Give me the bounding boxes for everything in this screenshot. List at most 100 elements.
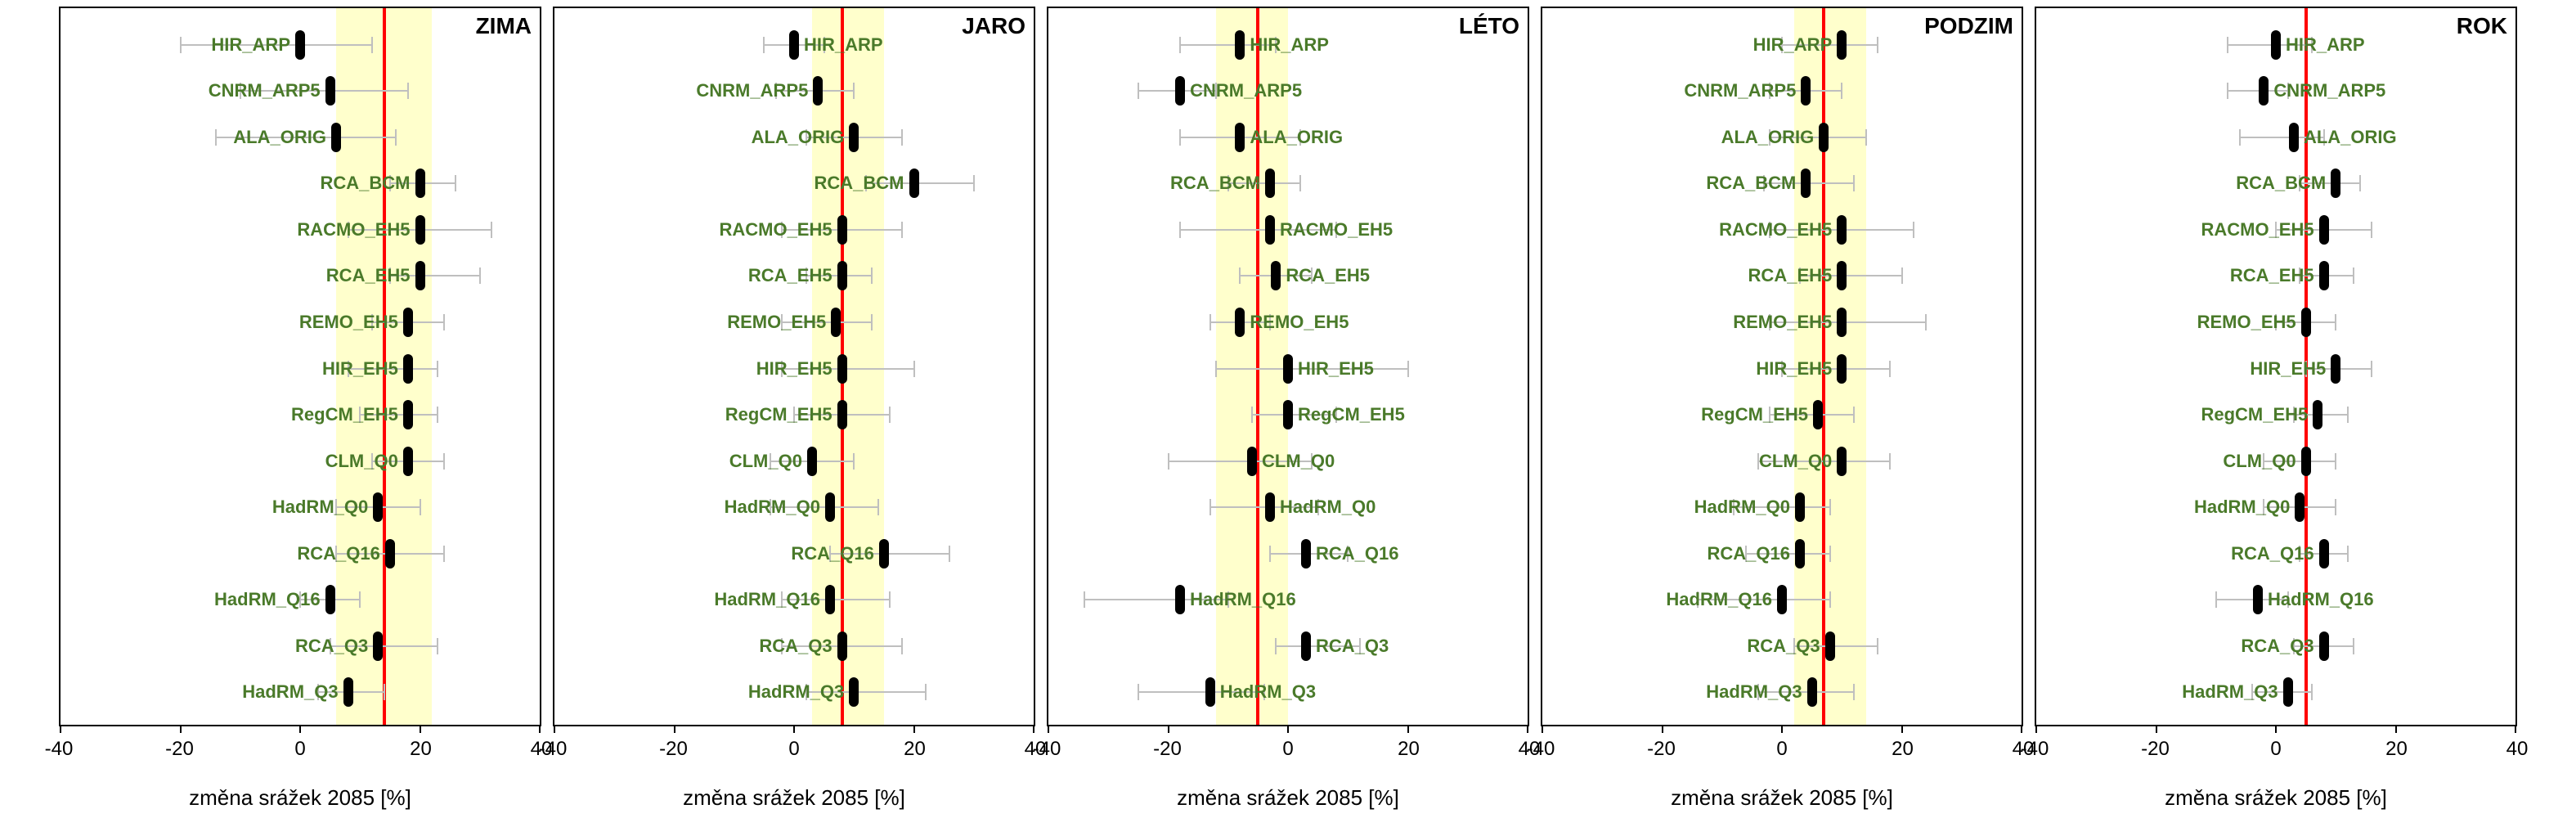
series-row: HIR_EH5 (1048, 368, 1528, 369)
series-label: HadRM_Q16 (1666, 589, 1782, 610)
error-cap (2371, 222, 2372, 238)
series-label: HadRM_Q3 (2182, 681, 2287, 703)
error-cap (2227, 37, 2228, 53)
series-row: HadRM_Q3 (1048, 692, 1528, 693)
series-row: RCA_BCM (61, 183, 540, 184)
x-axis-label: změna srážek 2085 [%] (1047, 785, 1529, 811)
x-axis-label: změna srážek 2085 [%] (59, 785, 541, 811)
series-label: RCA_BCM (321, 173, 420, 194)
error-cap (1179, 222, 1181, 238)
panel-title: LÉTO (1459, 13, 1519, 39)
error-cap (1841, 83, 1842, 99)
series-label: HIR_ARP (1240, 34, 1329, 56)
series-label: RCA_Q3 (1747, 636, 1829, 657)
series-row: RACMO_EH5 (554, 229, 1034, 230)
panel: JAROHIR_ARPCNRM_ARP5ALA_ORIGRCA_BCMRACMO… (553, 7, 1035, 726)
error-cap (1084, 591, 1085, 608)
series-row: RACMO_EH5 (1542, 229, 2022, 230)
panel-title: JARO (962, 13, 1025, 39)
series-row: HadRM_Q3 (61, 692, 540, 693)
error-cap (491, 222, 492, 238)
series-row: RACMO_EH5 (61, 229, 540, 230)
series-label: RCA_EH5 (1276, 265, 1370, 286)
series-label: CLM_Q0 (2223, 451, 2305, 472)
x-tick-labels: -40-2002040 (1541, 726, 2023, 749)
series-row: RegCM_EH5 (1048, 415, 1528, 416)
error-cap (1299, 175, 1301, 191)
error-cap (1209, 499, 1211, 515)
x-tick-label: 20 (410, 738, 432, 761)
panel-column: PODZIMHIR_ARPCNRM_ARP5ALA_ORIGRCA_BCMRAC… (1541, 7, 2023, 811)
series-row: RACMO_EH5 (1048, 229, 1528, 230)
error-cap (443, 453, 445, 470)
error-cap (901, 222, 903, 238)
series-row: HIR_EH5 (1542, 368, 2022, 369)
error-cap (1215, 361, 1217, 377)
x-tick-label: -20 (1153, 738, 1182, 761)
error-cap (871, 267, 873, 284)
series-label: RACMO_EH5 (1270, 219, 1393, 240)
error-cap (1179, 37, 1181, 53)
series-label: CNRM_ARP5 (1684, 80, 1806, 101)
error-cap (2335, 314, 2336, 330)
series-row: REMO_EH5 (554, 321, 1034, 322)
series-row: HIR_ARP (2036, 44, 2515, 45)
x-tick-label: -20 (1647, 738, 1676, 761)
error-cap (1269, 546, 1271, 562)
error-cap (901, 638, 903, 654)
x-tick-label: 0 (1282, 738, 1293, 761)
panel-row: ZIMA HIR_ARP CNRM_ARP5 ALA_ORIG RCA_BCM RACMO… (52, 0, 2524, 811)
series-label: CNRM_ARP5 (1180, 80, 1302, 101)
error-cap (889, 591, 891, 608)
error-cap (973, 175, 975, 191)
series-label: REMO_EH5 (1240, 312, 1349, 333)
error-cap (1901, 267, 1903, 284)
series-row: HIR_EH5 (61, 368, 540, 369)
error-cap (371, 37, 373, 53)
error-cap (1865, 129, 1867, 146)
series-label: HIR_ARP (1753, 34, 1842, 56)
series-label: HadRM_Q3 (748, 681, 854, 703)
panel: ROKHIR_ARPCNRM_ARP5ALA_ORIGRCA_BCMRACMO_… (2035, 7, 2517, 726)
error-cap (2311, 684, 2313, 700)
series-label: HIR_ARP (2276, 34, 2365, 56)
error-cap (1853, 684, 1855, 700)
error-cap (1209, 314, 1211, 330)
series-label: RCA_Q16 (1708, 543, 1800, 564)
error-cap (2239, 129, 2241, 146)
series-row: CNRM_ARP5 (1542, 91, 2022, 92)
error-cap (443, 314, 445, 330)
panel-title: ROK (2457, 13, 2507, 39)
series-row: RegCM_EH5 (2036, 415, 2515, 416)
series-label: RACMO_EH5 (1719, 219, 1842, 240)
x-tick-label: -40 (45, 738, 74, 761)
series-label: RCA_Q16 (791, 543, 883, 564)
series-label: HadRM_Q3 (1210, 681, 1316, 703)
series-row: CNRM_ARP5 (554, 91, 1034, 92)
series-label: HadRM_Q0 (2194, 497, 2300, 518)
reference-line (1256, 8, 1259, 725)
error-cap (1877, 638, 1878, 654)
series-label: REMO_EH5 (1733, 312, 1842, 333)
error-cap (1889, 361, 1891, 377)
error-cap (1877, 37, 1878, 53)
series-label: ALA_ORIG (1240, 127, 1343, 148)
error-cap (180, 37, 182, 53)
error-cap (1853, 407, 1855, 423)
x-axis-label: změna srážek 2085 [%] (2035, 785, 2517, 811)
error-cap (925, 684, 927, 700)
x-tick-label: 0 (2270, 738, 2281, 761)
series-label: RACMO_EH5 (297, 219, 420, 240)
x-tick-label: -40 (539, 738, 568, 761)
series-row: REMO_EH5 (61, 321, 540, 322)
series-label: HadRM_Q16 (214, 589, 330, 610)
series-label: CNRM_ARP5 (209, 80, 330, 101)
series-label: RCA_BCM (2236, 173, 2336, 194)
series-label: ALA_ORIG (2294, 127, 2397, 148)
series-label: CLM_Q0 (1759, 451, 1842, 472)
series-row: HIR_EH5 (554, 368, 1034, 369)
series-row: RCA_Q3 (554, 645, 1034, 646)
series-label: HadRM_Q16 (2258, 589, 2374, 610)
series-label: RegCM_EH5 (725, 404, 842, 425)
panel-title: ZIMA (476, 13, 532, 39)
